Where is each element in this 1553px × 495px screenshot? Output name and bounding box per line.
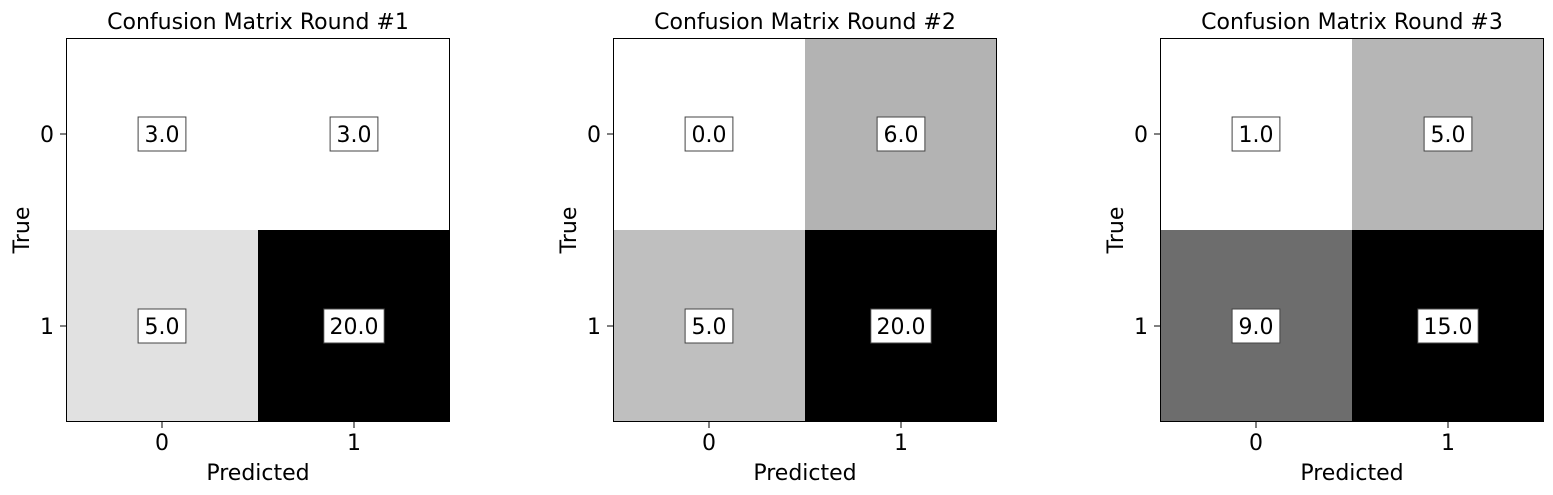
confusion-matrix-panel-2: 0.0 6.0 5.0 20.0 Confusion Matrix Round #2 0 1… [557, 10, 997, 486]
axes-frame [1160, 38, 1544, 422]
value-label-0-1: 5.0 [1431, 123, 1466, 148]
value-label-box [329, 116, 379, 152]
value-label-0-0: 1.0 [1239, 123, 1274, 148]
y-tick-label-0: 0 [1134, 123, 1148, 148]
value-label-0-0: 0.0 [692, 123, 727, 148]
value-label-box [137, 116, 187, 152]
value-label-box [1417, 308, 1479, 344]
value-label-box [684, 308, 734, 344]
chart-title: Confusion Matrix Round #3 [1201, 10, 1503, 35]
y-tick-label-0: 0 [587, 123, 601, 148]
value-label-box [876, 116, 926, 152]
value-label-box [1231, 308, 1281, 344]
y-tick-label-0: 0 [40, 123, 54, 148]
value-label-box [137, 308, 187, 344]
value-label-1-0: 5.0 [692, 315, 727, 340]
x-tick-label-1: 1 [347, 431, 361, 456]
value-label-box [684, 116, 734, 152]
value-label-0-0: 3.0 [145, 123, 180, 148]
value-label-1-1: 15.0 [1424, 315, 1473, 340]
chart-title: Confusion Matrix Round #2 [654, 10, 956, 35]
confusion-matrix-panel-3: 1.0 5.0 9.0 15.0 Confusion Matrix Round #3 0 1… [1104, 10, 1544, 486]
value-label-box [1231, 116, 1281, 152]
value-label-box [323, 308, 385, 344]
x-tick-label-1: 1 [894, 431, 908, 456]
x-axis-label: Predicted [753, 461, 856, 486]
value-label-box [1423, 116, 1473, 152]
value-label-1-0: 5.0 [145, 315, 180, 340]
value-label-0-1: 3.0 [337, 123, 372, 148]
y-axis-label: True [10, 207, 35, 255]
confusion-matrix-panel-1: 3.0 3.0 5.0 20.0 Confusion Matrix Round #1 0 1… [10, 10, 450, 486]
x-axis-label: Predicted [1300, 461, 1403, 486]
value-label-1-1: 20.0 [877, 315, 926, 340]
axes-frame [66, 38, 450, 422]
y-axis-label: True [1104, 207, 1129, 255]
x-axis-label: Predicted [206, 461, 309, 486]
value-label-1-1: 20.0 [330, 315, 379, 340]
axes-frame [613, 38, 997, 422]
value-label-1-0: 9.0 [1239, 315, 1274, 340]
x-tick-label-0: 0 [155, 431, 169, 456]
value-label-box [870, 308, 932, 344]
y-axis-label: True [557, 207, 582, 255]
y-tick-label-1: 1 [40, 315, 54, 340]
y-tick-label-1: 1 [587, 315, 601, 340]
value-label-0-1: 6.0 [884, 123, 919, 148]
x-tick-label-1: 1 [1441, 431, 1455, 456]
chart-title: Confusion Matrix Round #1 [107, 10, 409, 35]
y-tick-label-1: 1 [1134, 315, 1148, 340]
x-tick-label-0: 0 [1249, 431, 1263, 456]
x-tick-label-0: 0 [702, 431, 716, 456]
